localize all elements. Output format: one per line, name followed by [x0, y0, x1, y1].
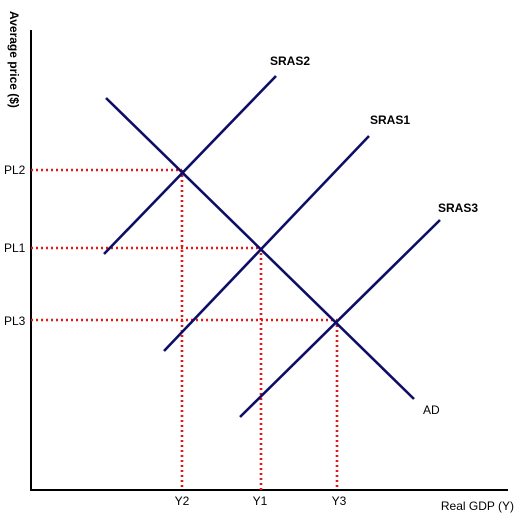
ad-curve [105, 97, 415, 400]
sras3-label: SRAS3 [438, 201, 478, 215]
pl1-label: PL1 [4, 241, 26, 255]
x-axis-label: Real GDP (Y) [441, 499, 514, 513]
sras2-curve [103, 75, 277, 255]
y3-label: Y3 [332, 494, 347, 508]
y-axis-label: Average price ($) [7, 11, 21, 108]
pl3-label: PL3 [4, 314, 26, 328]
y2-label: Y2 [175, 494, 190, 508]
sras1-curve [163, 135, 370, 352]
y1-label: Y1 [253, 494, 268, 508]
sras3-curve [239, 219, 441, 418]
ad-label: AD [423, 403, 440, 417]
sras1-label: SRAS1 [370, 113, 410, 127]
pl2-label: PL2 [4, 163, 26, 177]
sras2-label: SRAS2 [270, 54, 310, 68]
